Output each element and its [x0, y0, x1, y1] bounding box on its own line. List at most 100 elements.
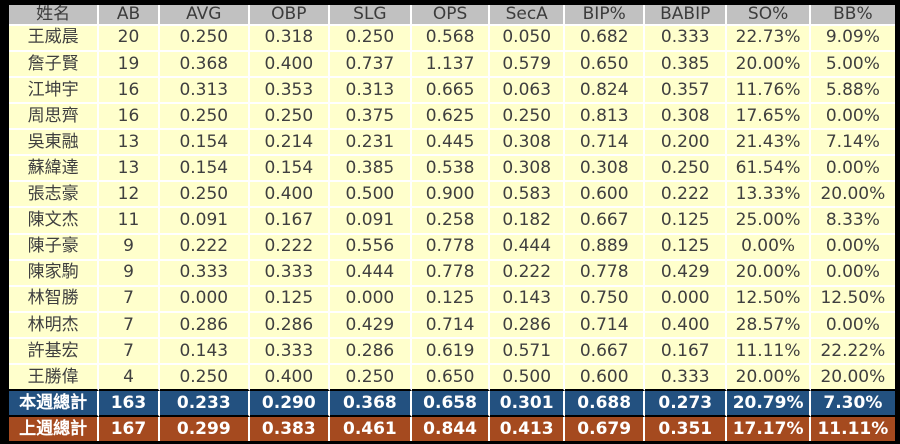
stat-cell: 0.000 — [159, 286, 250, 313]
total-stat-cell: 7.30% — [810, 391, 895, 418]
stat-cell: 0.778 — [412, 234, 491, 261]
stat-cell: 0.650 — [412, 365, 491, 392]
stat-cell: 11.11% — [727, 339, 811, 366]
stat-cell: 0.778 — [412, 260, 491, 287]
total-stat-cell: 11.11% — [810, 417, 895, 441]
stat-cell: 0.154 — [249, 156, 330, 183]
stat-cell: 0.00% — [810, 260, 895, 287]
stat-cell: 0.583 — [490, 182, 566, 209]
player-name-cell: 許基宏 — [9, 339, 100, 366]
total-stat-cell: 0.383 — [249, 417, 330, 441]
stat-cell: 0.556 — [329, 234, 413, 261]
stat-cell: 13 — [99, 130, 160, 157]
player-name-cell: 蘇緯達 — [9, 156, 100, 183]
total-stat-cell: 17.17% — [727, 417, 811, 441]
stat-cell: 0.625 — [412, 104, 491, 131]
stat-cell: 0.500 — [490, 365, 566, 392]
stat-cell: 0.250 — [249, 104, 330, 131]
stat-cell: 0.333 — [645, 365, 728, 392]
player-row: 陳文杰 11 0.091 0.167 0.091 0.258 0.182 0.667 0.125… — [9, 208, 895, 235]
col-header-seca: SecA — [490, 5, 566, 26]
stat-cell: 25.00% — [727, 208, 811, 235]
stat-cell: 0.00% — [810, 312, 895, 339]
stat-cell: 5.00% — [810, 51, 895, 78]
stat-cell: 0.357 — [645, 77, 728, 105]
total-stat-cell: 0.290 — [249, 391, 330, 418]
stat-cell: 0.750 — [565, 286, 646, 313]
stat-cell: 0.445 — [412, 130, 491, 157]
stat-cell: 0.429 — [645, 260, 728, 287]
stat-cell: 0.714 — [412, 312, 491, 339]
stat-cell: 0.125 — [412, 286, 491, 313]
stat-cell: 13.33% — [727, 182, 811, 209]
col-header-so-pct: SO% — [727, 5, 811, 26]
player-row: 王勝偉 4 0.250 0.400 0.250 0.650 0.500 0.600 0.333 2… — [9, 365, 895, 392]
stat-cell: 7 — [99, 312, 160, 339]
stat-cell: 0.231 — [329, 130, 413, 157]
total-stat-cell: 163 — [99, 391, 160, 418]
total-stat-cell: 0.299 — [159, 417, 250, 441]
stat-cell: 22.22% — [810, 339, 895, 366]
player-row: 江坤宇 16 0.313 0.353 0.313 0.665 0.063 0.824 0.357… — [9, 77, 895, 105]
stat-cell: 0.308 — [565, 156, 646, 183]
stat-cell: 0.824 — [565, 77, 646, 105]
stat-cell: 0.050 — [490, 25, 566, 52]
stat-cell: 0.308 — [645, 104, 728, 131]
player-name-cell: 詹子賢 — [9, 51, 100, 78]
stat-cell: 0.538 — [412, 156, 491, 183]
stat-cell: 20 — [99, 25, 160, 52]
stat-cell: 0.000 — [329, 286, 413, 313]
stat-cell: 0.091 — [329, 208, 413, 235]
stat-cell: 0.400 — [645, 312, 728, 339]
stat-cell: 1.137 — [412, 51, 491, 78]
total-label-cell: 上週總計 — [9, 417, 100, 441]
stat-cell: 0.571 — [490, 339, 566, 366]
total-stat-cell: 20.79% — [727, 391, 811, 418]
stat-cell: 12.50% — [810, 286, 895, 313]
stat-cell: 0.286 — [159, 312, 250, 339]
stat-cell: 17.65% — [727, 104, 811, 131]
player-name-cell: 張志豪 — [9, 182, 100, 209]
stat-cell: 0.063 — [490, 77, 566, 105]
stat-cell: 0.400 — [249, 51, 330, 78]
total-stat-cell: 0.273 — [645, 391, 728, 418]
stat-cell: 0.125 — [645, 234, 728, 261]
stat-cell: 0.429 — [329, 312, 413, 339]
stat-cell: 0.375 — [329, 104, 413, 131]
total-stat-cell: 0.413 — [490, 417, 566, 441]
stat-cell: 0.00% — [810, 156, 895, 183]
stat-cell: 9.09% — [810, 25, 895, 52]
player-name-cell: 陳文杰 — [9, 208, 100, 235]
stat-cell: 0.091 — [159, 208, 250, 235]
stat-cell: 0.333 — [159, 260, 250, 287]
stat-cell: 0.889 — [565, 234, 646, 261]
stat-cell: 12 — [99, 182, 160, 209]
stat-cell: 12.50% — [727, 286, 811, 313]
col-header-obp: OBP — [249, 5, 330, 26]
total-stat-cell: 0.301 — [490, 391, 566, 418]
stat-cell: 0.619 — [412, 339, 491, 366]
stat-cell: 0.568 — [412, 25, 491, 52]
stat-cell: 0.250 — [159, 365, 250, 392]
stat-cell: 0.00% — [810, 234, 895, 261]
stat-cell: 28.57% — [727, 312, 811, 339]
stat-cell: 0.579 — [490, 51, 566, 78]
stat-cell: 0.400 — [249, 182, 330, 209]
player-row: 許基宏 7 0.143 0.333 0.286 0.619 0.571 0.667 0.167 1… — [9, 339, 895, 366]
stat-cell: 0.222 — [490, 260, 566, 287]
stat-cell: 0.250 — [490, 104, 566, 131]
stat-cell: 7 — [99, 339, 160, 366]
player-name-cell: 王威晨 — [9, 25, 100, 52]
stat-cell: 0.600 — [565, 182, 646, 209]
stat-cell: 0.00% — [810, 104, 895, 131]
player-row: 周思齊 16 0.250 0.250 0.375 0.625 0.250 0.813 0.308… — [9, 104, 895, 131]
stat-cell: 0.333 — [645, 25, 728, 52]
col-header-babip: BABIP — [645, 5, 728, 26]
player-name-cell: 吳東融 — [9, 130, 100, 157]
stat-cell: 0.600 — [565, 365, 646, 392]
stat-cell: 0.250 — [159, 104, 250, 131]
stat-cell: 0.00% — [727, 234, 811, 261]
total-stat-cell: 0.368 — [329, 391, 413, 418]
stat-cell: 4 — [99, 365, 160, 392]
